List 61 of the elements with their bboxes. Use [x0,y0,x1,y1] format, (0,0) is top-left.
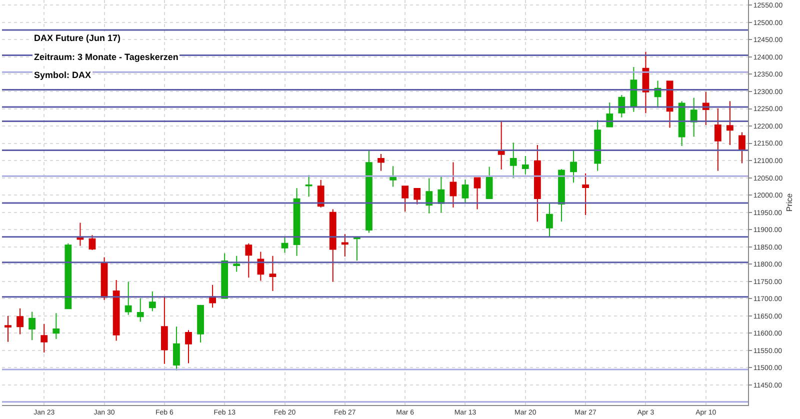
annotation: DAX Future (Jun 17) [34,33,121,43]
candlestick [76,222,84,246]
candlestick [329,208,336,282]
candlestick [390,166,396,188]
candlestick [714,108,722,172]
candlestick [546,202,553,238]
candlestick [40,323,48,354]
candlestick [185,330,192,364]
candlestick [16,308,24,335]
candlestick [293,188,300,256]
candlestick [341,234,348,258]
candlestick [426,178,433,214]
candlestick [173,326,180,371]
candlestick [209,284,216,308]
candlestick [498,121,505,170]
candlestick [269,255,276,292]
annotation: Zeitraum: 3 Monate - Tageskerzen [34,52,178,62]
candlestick [366,150,372,234]
candlestick [100,256,108,301]
candlestick [136,298,144,322]
candlestick [64,242,72,310]
candlestick [112,280,120,342]
candlestick [618,94,626,118]
candlestick [558,168,565,222]
candlestick [450,162,457,208]
candlestick [354,236,360,262]
candlestick [594,120,602,172]
candlestick [510,142,517,178]
y-axis-title: Price [784,192,794,212]
candlestick [148,290,156,312]
candlestick [570,149,577,184]
candlestick [160,296,168,364]
candlestick [52,312,60,340]
candlestick [726,100,734,146]
candlestick [124,281,132,316]
annotation: Symbol: DAX [34,70,92,80]
candlestick [281,236,288,254]
candlestick [378,153,384,172]
candlestick [197,304,204,344]
candlestick [245,242,252,278]
candlestick [606,102,614,128]
candlestick [438,176,445,214]
candlestick [738,132,746,164]
candlestick [630,66,638,112]
candlestick [402,186,409,212]
candlestick [28,311,36,341]
candlestick [317,179,324,208]
candlestick [486,166,493,200]
candlestick [305,174,312,198]
candlestick [690,97,698,138]
candlestick [462,179,469,204]
candlestick [414,188,421,205]
candlestick [534,144,541,222]
candlestick [678,100,686,147]
candlestick [582,172,590,216]
candlestick [522,156,529,175]
candlestick [474,177,481,210]
candlestick [233,255,240,272]
candlestick [221,252,228,299]
candlestick [88,234,96,250]
candlestick [4,315,12,342]
